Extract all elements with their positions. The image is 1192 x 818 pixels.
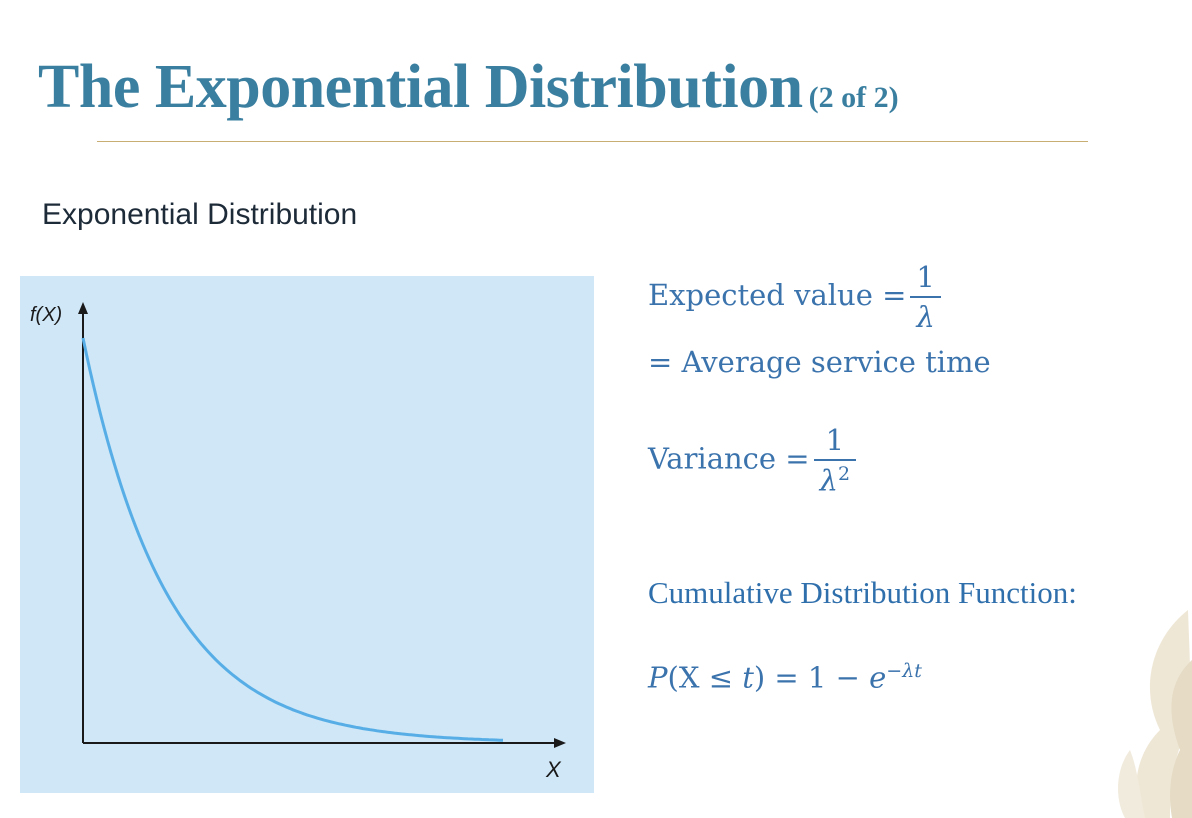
chart-background [20,276,594,793]
section-subtitle: Exponential Distribution [42,198,358,231]
x-axis-arrow [554,738,566,748]
y-axis-label: f(X) [30,304,62,326]
expected-value-formula: Expected value = 1 λ [648,260,945,334]
cdf-e: e [869,660,887,695]
y-axis-arrow [78,302,88,314]
cdf-exponent: −λt [886,660,922,682]
cdf-formula: P(X ≤ t) = 1 − e−λt [648,660,922,695]
variance-formula: Variance = 1 λ2 [648,423,860,498]
cdf-p: P [648,660,668,695]
cdf-heading: Cumulative Distribution Function: [648,575,1077,610]
density-curve [81,337,504,742]
title-main: The Exponential Distribution [38,53,803,121]
variance-fraction: 1 λ2 [813,423,857,498]
x-axis-label: X [545,757,562,782]
lambda-symbol: λ [819,463,838,498]
expected-label: Expected value = [648,278,907,312]
expected-denominator: λ [910,296,941,334]
variance-numerator: 1 [825,423,845,457]
decorative-leaf-icon [1118,610,1192,818]
cdf-open: (X ≤ [667,660,743,695]
title-page-indicator: (2 of 2) [808,81,899,114]
variance-exponent: 2 [838,463,851,485]
title-divider [97,141,1088,142]
expected-numerator: 1 [916,260,935,294]
cdf-close: ) = 1 − [753,660,870,695]
slide-title: The Exponential Distribution (2 of 2) [38,52,899,123]
variance-label: Variance = [648,441,810,476]
cdf-t: t [742,660,754,695]
variance-denominator: λ2 [813,459,857,498]
average-service-time: = Average service time [648,345,991,379]
